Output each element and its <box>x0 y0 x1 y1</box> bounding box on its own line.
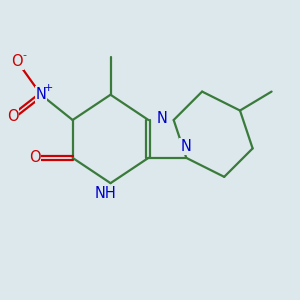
Text: N: N <box>180 139 191 154</box>
Text: O: O <box>7 109 18 124</box>
Text: N: N <box>36 87 46 102</box>
Text: N: N <box>156 111 167 126</box>
Text: -: - <box>22 50 26 60</box>
Text: O: O <box>12 54 23 69</box>
Text: +: + <box>43 83 53 93</box>
Text: NH: NH <box>95 186 117 201</box>
Text: O: O <box>29 150 40 165</box>
